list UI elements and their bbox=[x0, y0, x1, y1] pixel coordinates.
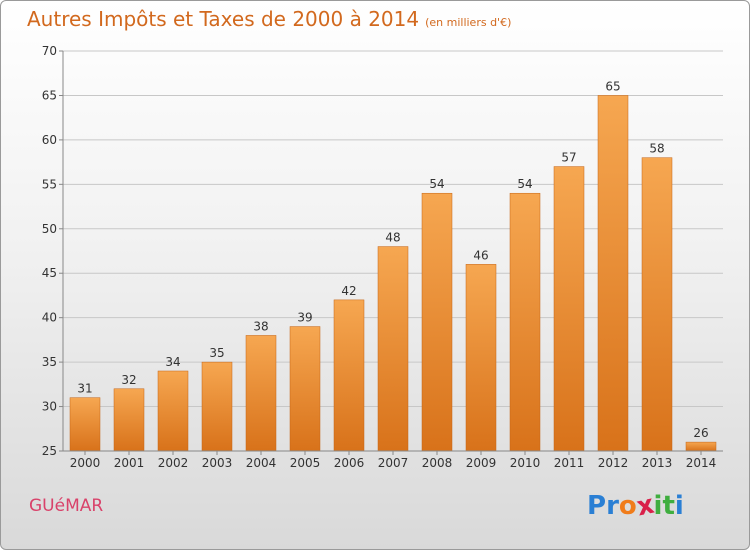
x-tick-label: 2007 bbox=[378, 456, 409, 470]
logo-letter: i bbox=[674, 491, 684, 521]
data-label: 35 bbox=[209, 346, 224, 360]
x-tick-label: 2014 bbox=[686, 456, 717, 470]
data-label: 58 bbox=[649, 142, 664, 156]
data-labels: 31 32 34 35 38 39 42 48 54 46 54 57 65 58 26 bbox=[77, 79, 708, 440]
x-tick-label: 2013 bbox=[642, 456, 673, 470]
bar-2003 bbox=[201, 361, 233, 452]
chart-title: Autres Impôts et Taxes de 2000 à 2014 (en… bbox=[27, 7, 511, 31]
x-tick-label: 2000 bbox=[70, 456, 101, 470]
x-tick-label: 2002 bbox=[158, 456, 189, 470]
data-label: 38 bbox=[253, 319, 268, 333]
x-tick-label: 2009 bbox=[466, 456, 497, 470]
bar-2008 bbox=[421, 192, 453, 452]
x-tick-label: 2011 bbox=[554, 456, 585, 470]
x-tick-label: 2006 bbox=[334, 456, 365, 470]
place-name: GUéMAR bbox=[29, 496, 104, 516]
x-tick-label: 2001 bbox=[114, 456, 145, 470]
data-label: 39 bbox=[297, 311, 312, 325]
data-label: 46 bbox=[473, 248, 488, 262]
y-tick-label: 45 bbox=[42, 266, 57, 280]
data-label: 42 bbox=[341, 284, 356, 298]
y-tick-label: 65 bbox=[42, 88, 57, 102]
logo-letter: t bbox=[662, 491, 675, 521]
bar-2005 bbox=[289, 326, 321, 452]
bar-2011 bbox=[553, 166, 585, 452]
bar-2001 bbox=[113, 388, 145, 452]
x-axis: 2000 2001 2002 2003 2004 2005 2006 2007 2008 2009… bbox=[63, 450, 723, 470]
x-tick-label: 2008 bbox=[422, 456, 453, 470]
y-tick-label: 30 bbox=[42, 400, 57, 414]
x-tick-label: 2005 bbox=[290, 456, 321, 470]
data-label: 34 bbox=[165, 355, 180, 369]
x-tick-label: 2012 bbox=[598, 456, 629, 470]
logo-letter: i bbox=[653, 491, 663, 521]
bar-2002 bbox=[157, 370, 189, 452]
y-tick-label: 50 bbox=[42, 222, 57, 236]
y-axis: 25 30 35 40 45 50 55 60 65 70 bbox=[42, 44, 64, 458]
logo-letter: P bbox=[587, 491, 607, 521]
data-label: 48 bbox=[385, 231, 400, 245]
logo-letter: r bbox=[606, 491, 619, 521]
y-tick-label: 70 bbox=[42, 44, 57, 58]
data-label: 32 bbox=[121, 373, 136, 387]
x-tick-label: 2004 bbox=[246, 456, 277, 470]
x-tick-label: 2003 bbox=[202, 456, 233, 470]
bars bbox=[69, 95, 717, 452]
bar-2004 bbox=[245, 335, 277, 452]
y-tick-label: 35 bbox=[42, 355, 57, 369]
data-label: 54 bbox=[429, 177, 444, 191]
bar-2013 bbox=[641, 157, 673, 452]
logo-letter: o bbox=[618, 491, 637, 521]
data-label: 31 bbox=[77, 382, 92, 396]
y-tick-label: 55 bbox=[42, 177, 57, 191]
y-tick-label: 40 bbox=[42, 311, 57, 325]
bar-2006 bbox=[333, 299, 365, 452]
x-tick-label: 2010 bbox=[510, 456, 541, 470]
bar-2014 bbox=[685, 441, 717, 452]
y-tick-label: 60 bbox=[42, 133, 57, 147]
bar-2000 bbox=[69, 397, 101, 452]
y-tick-label: 25 bbox=[42, 444, 57, 458]
data-label: 65 bbox=[605, 79, 620, 93]
data-label: 57 bbox=[561, 151, 576, 165]
bar-2007 bbox=[377, 246, 409, 452]
chart-title-text: Autres Impôts et Taxes de 2000 à 2014 bbox=[27, 7, 420, 31]
proxiti-logo[interactable]: Proxiti bbox=[587, 490, 684, 523]
data-label: 26 bbox=[693, 426, 708, 440]
chart-unit: (en milliers d'€) bbox=[425, 16, 512, 29]
bar-2012 bbox=[597, 95, 629, 452]
bar-2010 bbox=[509, 192, 541, 452]
bar-2009 bbox=[465, 264, 497, 452]
data-label: 54 bbox=[517, 177, 532, 191]
